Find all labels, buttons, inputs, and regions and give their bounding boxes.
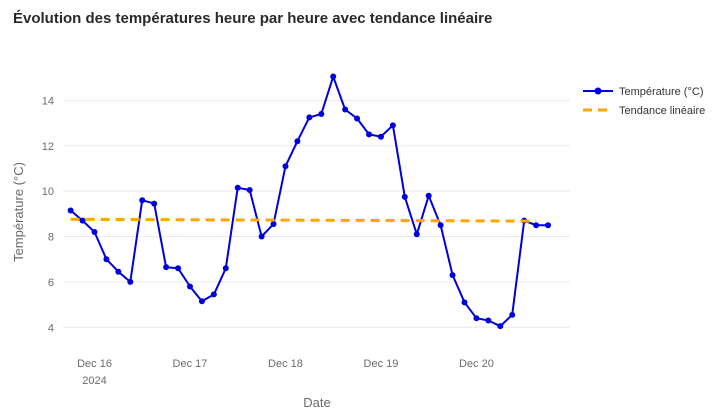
- temperature-point: [354, 115, 361, 122]
- y-tick-label: 12: [42, 141, 54, 153]
- y-tick-label: 6: [48, 277, 54, 289]
- y-tick-labels: 4 6 8 10 12 14: [42, 95, 54, 334]
- x-tick-label: Dec 17: [173, 358, 208, 370]
- temperature-point: [449, 272, 456, 279]
- temperature-point: [151, 200, 158, 207]
- temperature-point: [545, 222, 552, 229]
- y-axis-title: Température (°C): [11, 162, 26, 262]
- x-axis-title: Date: [303, 395, 330, 410]
- temperature-point: [473, 315, 480, 322]
- temperature-point: [413, 231, 420, 238]
- temperature-point: [461, 299, 468, 306]
- temperature-point: [91, 229, 98, 235]
- temperature-point: [127, 278, 134, 285]
- temperature-point: [425, 192, 432, 199]
- y-tick-label: 14: [42, 95, 54, 107]
- chart-title: Évolution des températures heure par heu…: [13, 10, 493, 27]
- temperature-point: [175, 265, 182, 272]
- temperature-point: [198, 298, 205, 305]
- temperature-point: [246, 187, 253, 194]
- temperature-point: [342, 106, 349, 113]
- temperature-point: [497, 323, 504, 330]
- temperature-point: [139, 197, 146, 204]
- temperature-point: [437, 222, 444, 229]
- temperature-point: [115, 268, 122, 275]
- temperature-point: [401, 193, 408, 200]
- temperature-point: [270, 221, 277, 228]
- y-tick-label: 10: [42, 186, 54, 198]
- temperature-point: [258, 233, 265, 240]
- temperature-point: [234, 184, 241, 191]
- y-tick-label: 4: [48, 322, 54, 334]
- legend-label: Tendance linéaire: [619, 105, 705, 117]
- legend-item[interactable]: Tendance linéaire: [583, 105, 705, 117]
- temperature-point: [222, 265, 229, 272]
- temperature-point: [389, 122, 396, 129]
- legend-label: Température (°C): [619, 86, 703, 98]
- temperature-point: [282, 163, 289, 170]
- temperature-point: [485, 317, 492, 324]
- x-tick-label: Dec 16: [77, 358, 112, 370]
- x-tick-label: Dec 20: [459, 358, 494, 370]
- x-tick-label: Dec 18: [268, 358, 303, 370]
- legend[interactable]: Température (°C) Tendance linéaire: [583, 86, 705, 117]
- x-tick-label: Dec 19: [364, 358, 399, 370]
- trend-line: [70, 217, 537, 223]
- gridlines: [63, 99, 570, 328]
- temperature-point: [103, 256, 110, 263]
- temperature-point: [377, 133, 384, 140]
- legend-swatch-marker: [594, 87, 602, 95]
- temperature-point: [186, 283, 193, 290]
- temperature-point: [330, 73, 337, 80]
- x-tick-labels: Dec 16 2024 Dec 17 Dec 18 Dec 19 Dec 20: [77, 358, 494, 387]
- temperature-point: [294, 138, 301, 145]
- temperature-point: [366, 131, 373, 138]
- series-layer: [67, 73, 552, 330]
- x-tick-sublabel: 2024: [82, 375, 106, 387]
- temperature-point: [509, 311, 516, 318]
- temperature-point: [318, 111, 325, 117]
- temperature-point: [79, 217, 86, 224]
- temperature-point: [306, 114, 313, 121]
- y-tick-label: 8: [48, 232, 54, 244]
- temperature-point: [163, 264, 170, 271]
- legend-item[interactable]: Température (°C): [583, 86, 703, 98]
- temperature-point: [533, 222, 540, 229]
- temperature-point: [210, 291, 217, 298]
- temperature-point: [67, 207, 74, 214]
